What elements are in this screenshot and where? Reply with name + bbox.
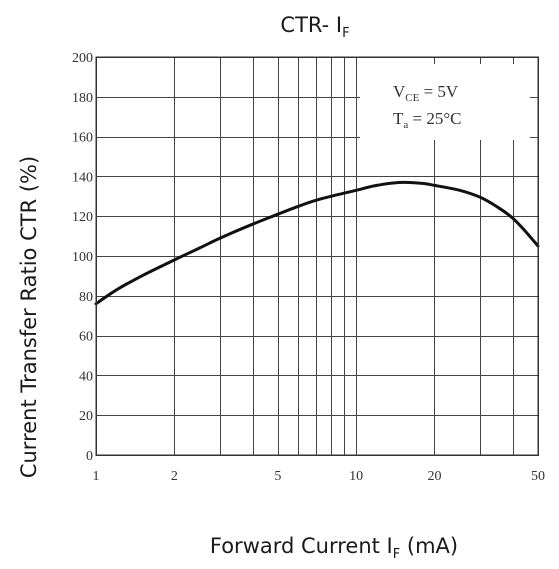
y-tick-label: 20: [79, 409, 93, 424]
chart-title-main: CTR- I: [280, 13, 342, 37]
conditions-annotation: VCE = 5V Ta = 25°C: [360, 64, 530, 140]
annotation-vce-rest: = 5V: [419, 82, 459, 101]
x-axis-label-suffix: (mA): [400, 534, 458, 558]
y-axis-label: Current Transfer Ratio CTR (%): [17, 156, 41, 478]
x-tick-label: 10: [349, 469, 363, 484]
annotation-ta-rest: = 25°C: [408, 109, 461, 128]
x-tick-label: 20: [427, 469, 441, 484]
y-tick-label: 100: [72, 250, 93, 265]
y-tick-label: 120: [72, 210, 93, 225]
ctr-curve: [94, 180, 540, 306]
tick-layer: 0 20 40 60 80 100 120 140 160 180 200 1 2 5 10 20 50: [72, 51, 545, 484]
annotation-vce-sub: CE: [405, 92, 419, 104]
plot-frame: [95, 56, 539, 456]
y-tick-label: 140: [72, 170, 93, 185]
y-tick-label: 60: [79, 330, 93, 345]
y-tick-label: 80: [79, 290, 93, 305]
annotation-vce-main: V: [393, 82, 406, 101]
x-tick-label: 5: [274, 469, 281, 484]
chart-title-sub: F: [342, 26, 349, 41]
series-layer: [94, 180, 540, 306]
x-tick-label: 1: [93, 469, 100, 484]
annotation-ta-main: T: [393, 109, 404, 128]
annotation-box: [360, 64, 530, 140]
y-tick-label: 40: [79, 369, 93, 384]
y-tick-label: 180: [72, 91, 93, 106]
x-axis-label: Forward Current IF (mA): [210, 534, 458, 562]
x-axis-label-main: Forward Current I: [210, 534, 393, 558]
y-tick-label: 200: [72, 51, 93, 66]
chart-title: CTR- IF: [280, 13, 349, 41]
y-tick-label: 0: [86, 449, 93, 464]
x-axis-label-sub: F: [393, 547, 400, 562]
annotation-vce: VCE = 5V: [393, 82, 459, 104]
y-tick-label: 160: [72, 131, 93, 146]
annotation-ta-sub: a: [403, 119, 408, 131]
x-tick-label: 2: [171, 469, 178, 484]
annotation-ta: Ta = 25°C: [393, 109, 462, 131]
x-tick-label: 50: [531, 469, 545, 484]
